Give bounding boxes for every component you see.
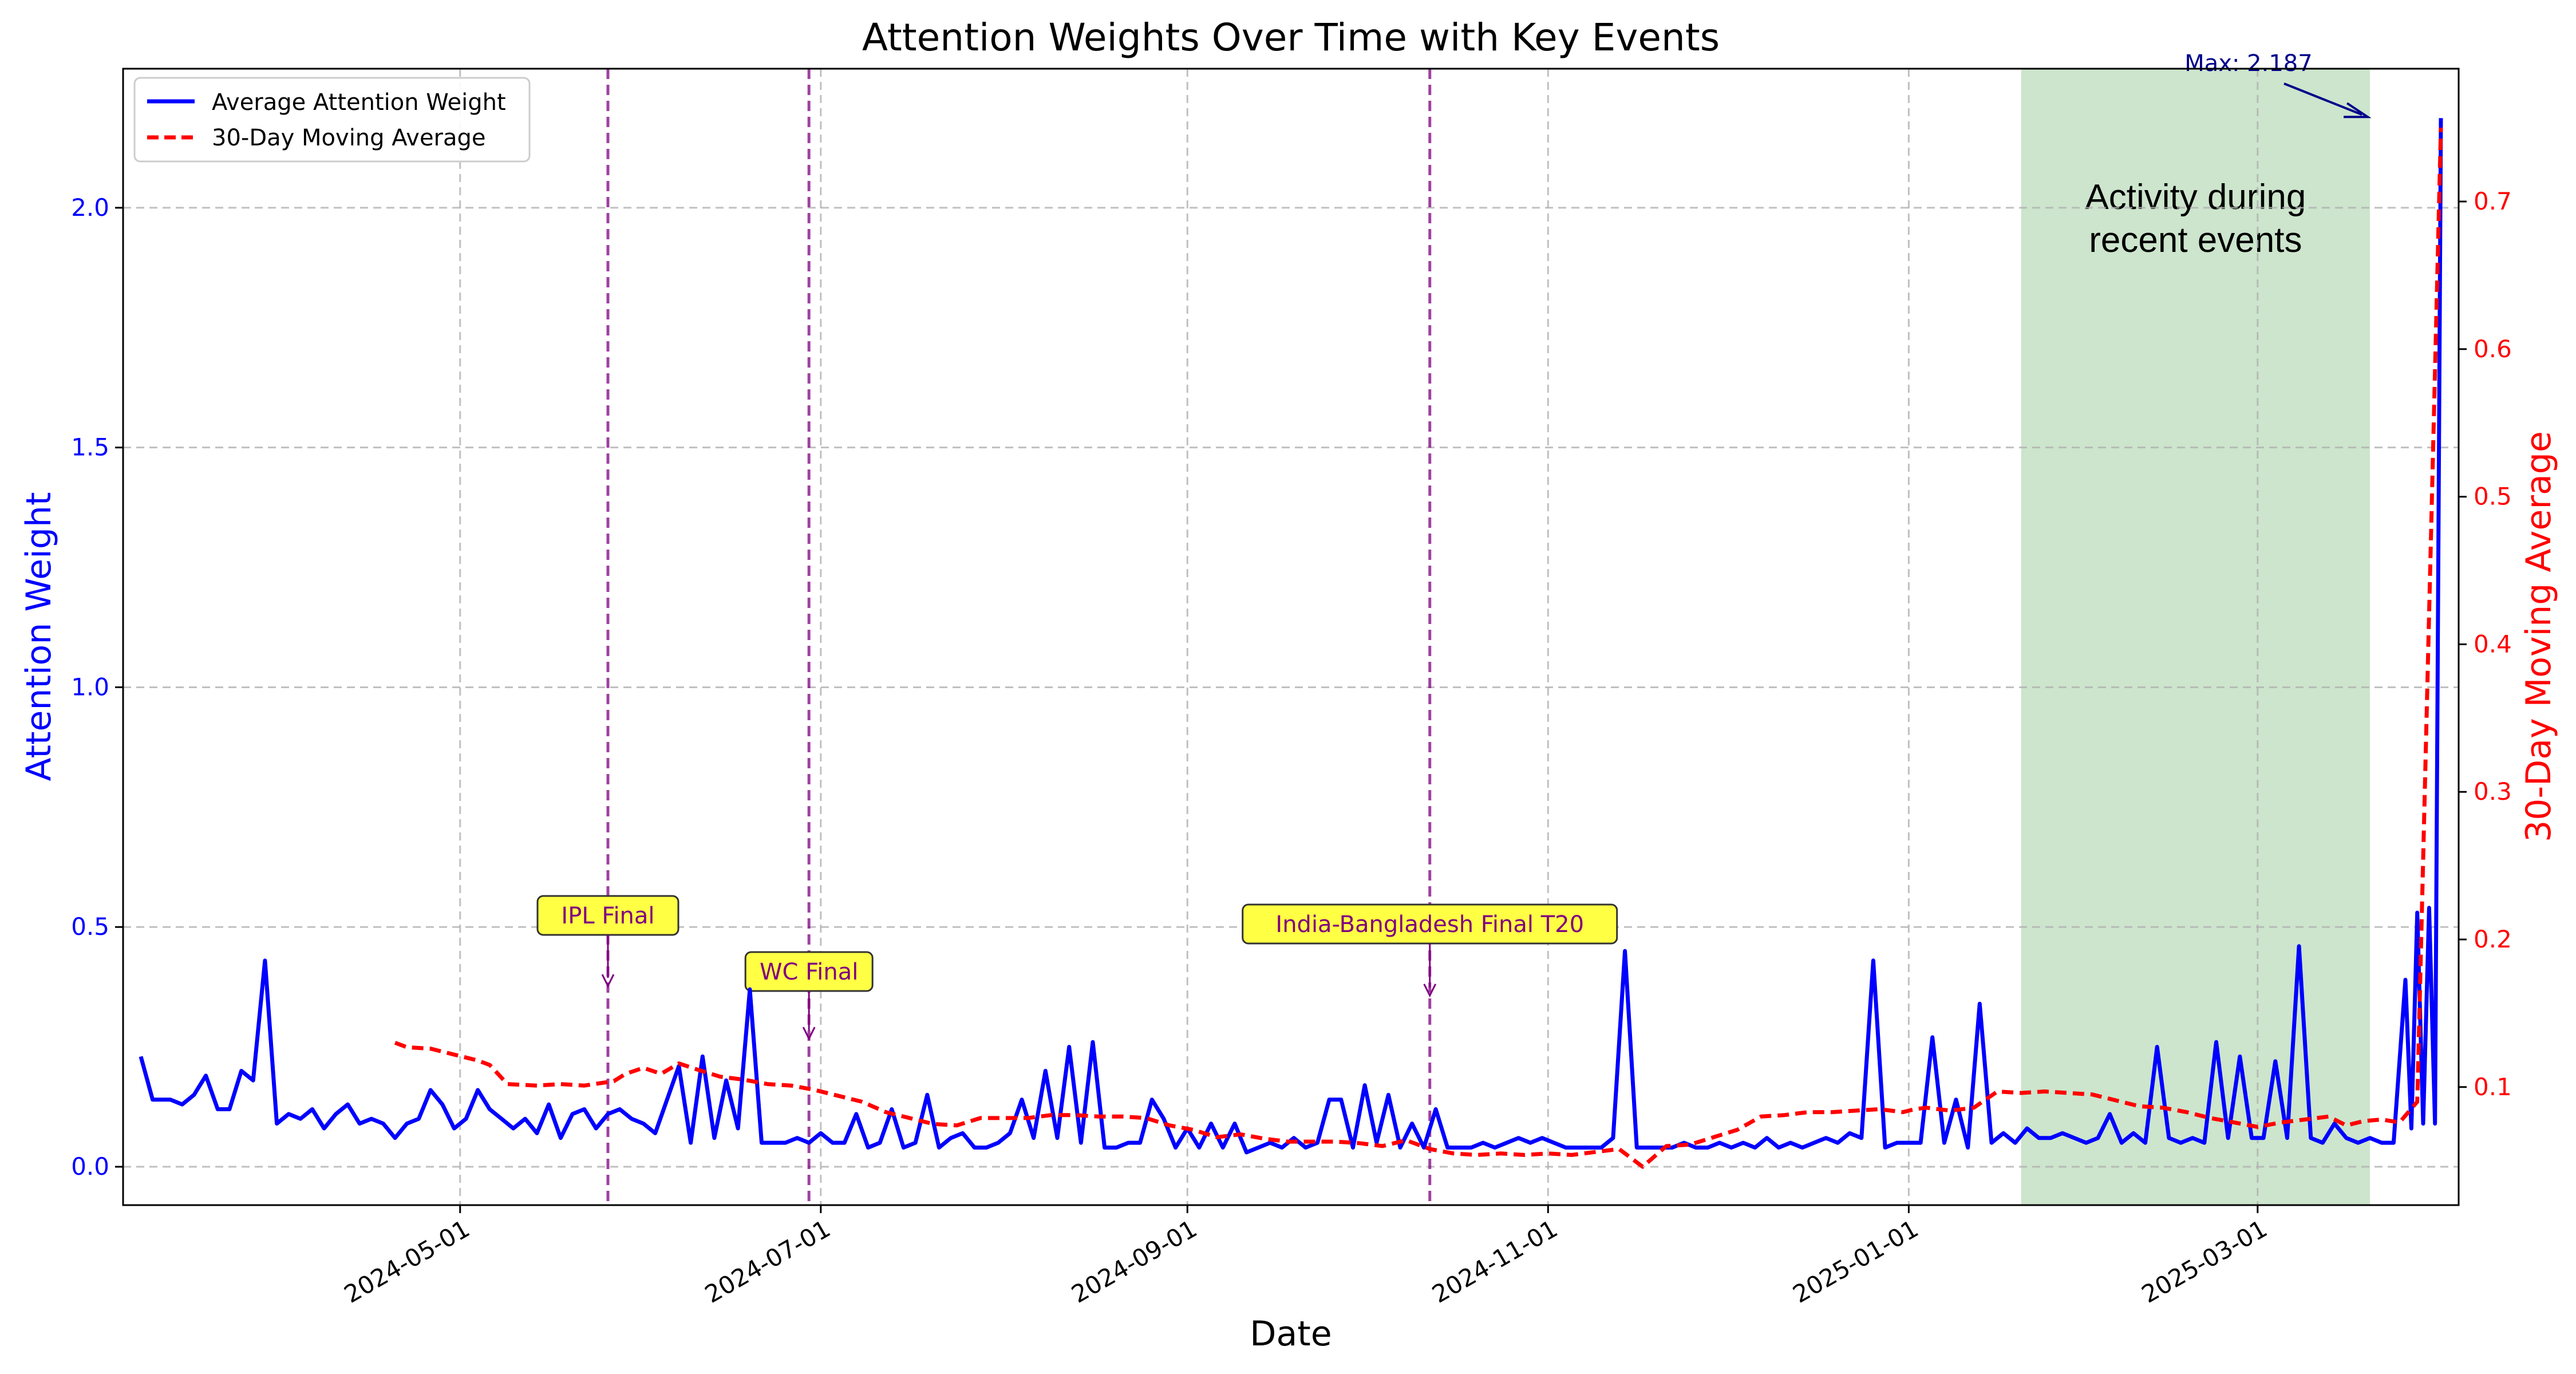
x-tick-label: 2025-01-01 <box>1788 1214 1923 1308</box>
right-y-tick-label: 0.4 <box>2474 630 2512 658</box>
moving-average-line <box>394 128 2443 1169</box>
right-y-tick-label: 0.1 <box>2474 1073 2512 1101</box>
x-tick-label: 2024-11-01 <box>1427 1214 1562 1308</box>
legend-label-attention: Average Attention Weight <box>212 89 506 116</box>
x-tick-label: 2024-05-01 <box>339 1214 475 1308</box>
legend: Average Attention Weight 30-Day Moving A… <box>133 77 531 163</box>
x-tick-label: 2024-09-01 <box>1066 1214 1202 1308</box>
max-annotation-label: Max: 2.187 <box>2184 50 2312 77</box>
right-y-tick-label: 0.5 <box>2474 483 2512 511</box>
shaded-region-label-line1: Activity during <box>2085 177 2306 217</box>
legend-label-moving-average: 30-Day Moving Average <box>212 125 486 151</box>
shaded-region <box>2021 69 2370 1205</box>
max-annotation-arrow-head <box>2344 102 2372 119</box>
legend-box <box>133 77 531 163</box>
event-label: WC Final <box>760 959 858 985</box>
x-tick-label: 2024-07-01 <box>700 1214 835 1308</box>
left-y-tick-label: 2.0 <box>71 194 109 222</box>
left-y-tick-label: 0.5 <box>71 913 109 941</box>
left-y-tick-label: 0.0 <box>71 1152 109 1180</box>
left-y-tick-label: 1.0 <box>71 673 109 701</box>
plot-frame <box>122 68 2460 1206</box>
event-arrow-head <box>802 1026 816 1041</box>
right-axis-label: 30-Day Moving Average <box>2519 431 2559 842</box>
left-y-tick-label: 1.5 <box>71 433 109 461</box>
right-y-tick-label: 0.2 <box>2474 925 2512 953</box>
x-axis-label: Date <box>1250 1314 1332 1354</box>
event-arrow-head <box>601 974 615 988</box>
chart-title: Attention Weights Over Time with Key Eve… <box>862 15 1720 60</box>
event-label: India-Bangladesh Final T20 <box>1275 911 1584 938</box>
attention-weight-line <box>139 118 2443 1155</box>
event-label: IPL Final <box>561 903 654 929</box>
event-arrow-head <box>1423 984 1437 998</box>
right-y-tick-label: 0.6 <box>2474 335 2512 363</box>
x-tick-label: 2025-03-01 <box>2137 1214 2272 1308</box>
left-axis-label: Attention Weight <box>19 492 59 781</box>
max-annotation-arrow <box>2283 82 2362 116</box>
shaded-region-label-line2: recent events <box>2089 220 2302 260</box>
right-y-tick-label: 0.3 <box>2474 777 2512 806</box>
right-y-tick-label: 0.7 <box>2474 187 2512 215</box>
